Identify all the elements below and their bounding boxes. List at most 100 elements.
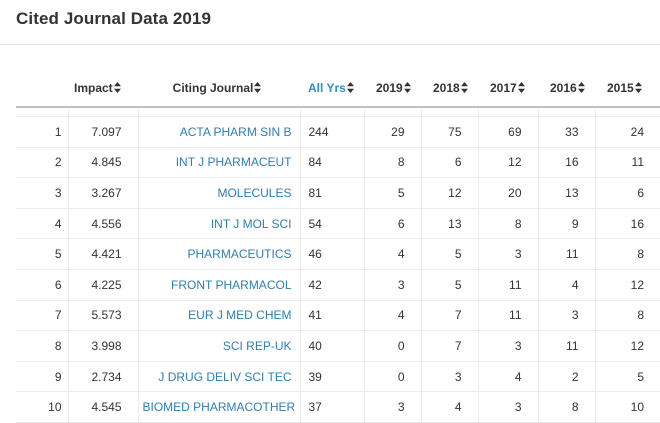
table-row: 3 3.267 MOLECULES 81 5 12 20 13 6 <box>16 177 660 209</box>
all-yrs-cell: 244 <box>299 116 364 148</box>
journal-link[interactable]: INT J MOL SCI <box>210 216 292 231</box>
citing-journal-header[interactable]: Citing Journal <box>138 70 300 108</box>
year-count-cell: 0 <box>363 330 421 362</box>
sort-up-down-icon[interactable] <box>517 82 525 93</box>
year-count-cell: 10 <box>594 391 660 423</box>
year-header-2019[interactable]: 2019 <box>364 70 421 108</box>
table-row: 5 4.421 PHARMACEUTICS 46 4 5 3 11 8 <box>16 238 660 270</box>
all-yrs-cell: 41 <box>299 300 364 332</box>
impact-cell: 3.998 <box>67 330 138 362</box>
year-count-cell: 6 <box>363 208 421 240</box>
journal-link[interactable]: INT J PHARMACEUT <box>175 155 292 170</box>
year-header-2017[interactable]: 2017 <box>478 70 538 108</box>
impact-cell: 4.225 <box>67 269 138 301</box>
rank-cell: 7 <box>16 300 68 332</box>
impact-cell: 2.734 <box>67 361 138 393</box>
year-count-cell: 8 <box>363 147 421 179</box>
journal-link[interactable]: ACTA PHARM SIN B <box>179 124 292 139</box>
rank-cell: 4 <box>16 208 68 240</box>
year-count-cell: 3 <box>537 300 595 332</box>
year-header-2015[interactable]: 2015 <box>595 70 660 108</box>
year-count-cell: 16 <box>594 208 660 240</box>
year-count-cell: 5 <box>594 361 660 393</box>
citing-journal-cell: SCI REP-UK <box>137 330 300 362</box>
year-count-cell: 13 <box>537 177 595 209</box>
all-yrs-cell: 42 <box>299 269 364 301</box>
journal-link[interactable]: EUR J MED CHEM <box>188 308 292 323</box>
impact-cell: 4.545 <box>67 391 138 423</box>
journal-link[interactable]: FRONT PHARMACOL <box>171 277 292 292</box>
year-count-cell: 5 <box>363 177 421 209</box>
spacer-cell <box>16 107 68 117</box>
year-header-label: 2019 <box>376 81 403 95</box>
table-row: 9 2.734 J DRUG DELIV SCI TEC 39 0 3 4 2 5 <box>16 361 660 393</box>
rank-cell: 6 <box>16 269 68 301</box>
rank-cell: 3 <box>16 177 68 209</box>
year-header-label: 2017 <box>490 81 517 95</box>
rank-cell: 1 <box>16 116 68 148</box>
year-count-cell: 12 <box>594 269 660 301</box>
table-row: 6 4.225 FRONT PHARMACOL 42 3 5 11 4 12 <box>16 269 660 301</box>
all-yrs-header-label: All Yrs <box>308 81 346 95</box>
year-count-cell: 9 <box>537 208 595 240</box>
impact-header[interactable]: Impact <box>68 70 138 108</box>
impact-cell: 3.267 <box>67 177 138 209</box>
sort-up-down-icon[interactable] <box>460 82 468 93</box>
year-count-cell: 13 <box>420 208 478 240</box>
year-count-cell: 4 <box>363 238 421 270</box>
sort-up-down-icon[interactable] <box>634 82 642 93</box>
sort-up-down-icon[interactable] <box>403 82 411 93</box>
year-count-cell: 4 <box>537 269 595 301</box>
spacer-cell <box>420 107 478 117</box>
year-count-cell: 29 <box>363 116 421 148</box>
year-count-cell: 8 <box>537 391 595 423</box>
table-row: 2 4.845 INT J PHARMACEUT 84 8 6 12 16 11 <box>16 147 660 179</box>
table-row: 4 4.556 INT J MOL SCI 54 6 13 8 9 16 <box>16 208 660 240</box>
all-yrs-cell: 37 <box>299 391 364 423</box>
rank-cell: 5 <box>16 238 68 270</box>
year-count-cell: 11 <box>537 330 595 362</box>
year-count-cell: 8 <box>594 300 660 332</box>
table-spacer-row <box>16 107 660 117</box>
rank-cell: 2 <box>16 147 68 179</box>
year-count-cell: 4 <box>363 300 421 332</box>
citing-journal-cell: INT J MOL SCI <box>137 208 300 240</box>
year-count-cell: 7 <box>420 330 478 362</box>
sort-up-down-icon[interactable] <box>346 82 354 93</box>
sort-up-down-icon[interactable] <box>577 82 585 93</box>
year-count-cell: 8 <box>594 238 660 270</box>
impact-cell: 7.097 <box>67 116 138 148</box>
rank-cell: 8 <box>16 330 68 362</box>
rank-header <box>16 70 68 108</box>
year-count-cell: 16 <box>537 147 595 179</box>
year-header-2016[interactable]: 2016 <box>538 70 595 108</box>
journal-link[interactable]: BIOMED PHARMACOTHER <box>142 400 296 415</box>
impact-header-label: Impact <box>74 81 113 95</box>
year-count-cell: 4 <box>477 361 538 393</box>
spacer-cell <box>477 107 538 117</box>
year-count-cell: 8 <box>477 208 538 240</box>
year-count-cell: 3 <box>477 330 538 362</box>
page-title: Cited Journal Data 2019 <box>16 9 212 28</box>
year-count-cell: 3 <box>420 361 478 393</box>
year-count-cell: 11 <box>594 147 660 179</box>
journal-link[interactable]: PHARMACEUTICS <box>187 247 292 262</box>
year-count-cell: 12 <box>594 330 660 362</box>
all-yrs-cell: 54 <box>299 208 364 240</box>
year-header-2018[interactable]: 2018 <box>421 70 478 108</box>
all-yrs-cell: 81 <box>299 177 364 209</box>
sort-up-down-icon[interactable] <box>113 82 121 93</box>
table-row: 10 4.545 BIOMED PHARMACOTHER 37 3 4 3 8 10 <box>16 391 660 423</box>
year-header-label: 2016 <box>550 81 577 95</box>
year-count-cell: 3 <box>363 269 421 301</box>
journal-link[interactable]: SCI REP-UK <box>222 338 292 353</box>
year-count-cell: 2 <box>537 361 595 393</box>
sort-up-down-icon[interactable] <box>254 82 262 93</box>
year-count-cell: 12 <box>420 177 478 209</box>
citing-journal-cell: J DRUG DELIV SCI TEC <box>137 361 300 393</box>
journal-link[interactable]: MOLECULES <box>217 185 292 200</box>
all-yrs-header[interactable]: All Yrs <box>300 70 364 108</box>
citing-journal-header-label: Citing Journal <box>172 81 254 95</box>
citing-journal-cell: INT J PHARMACEUT <box>137 147 300 179</box>
journal-link[interactable]: J DRUG DELIV SCI TEC <box>158 369 292 384</box>
